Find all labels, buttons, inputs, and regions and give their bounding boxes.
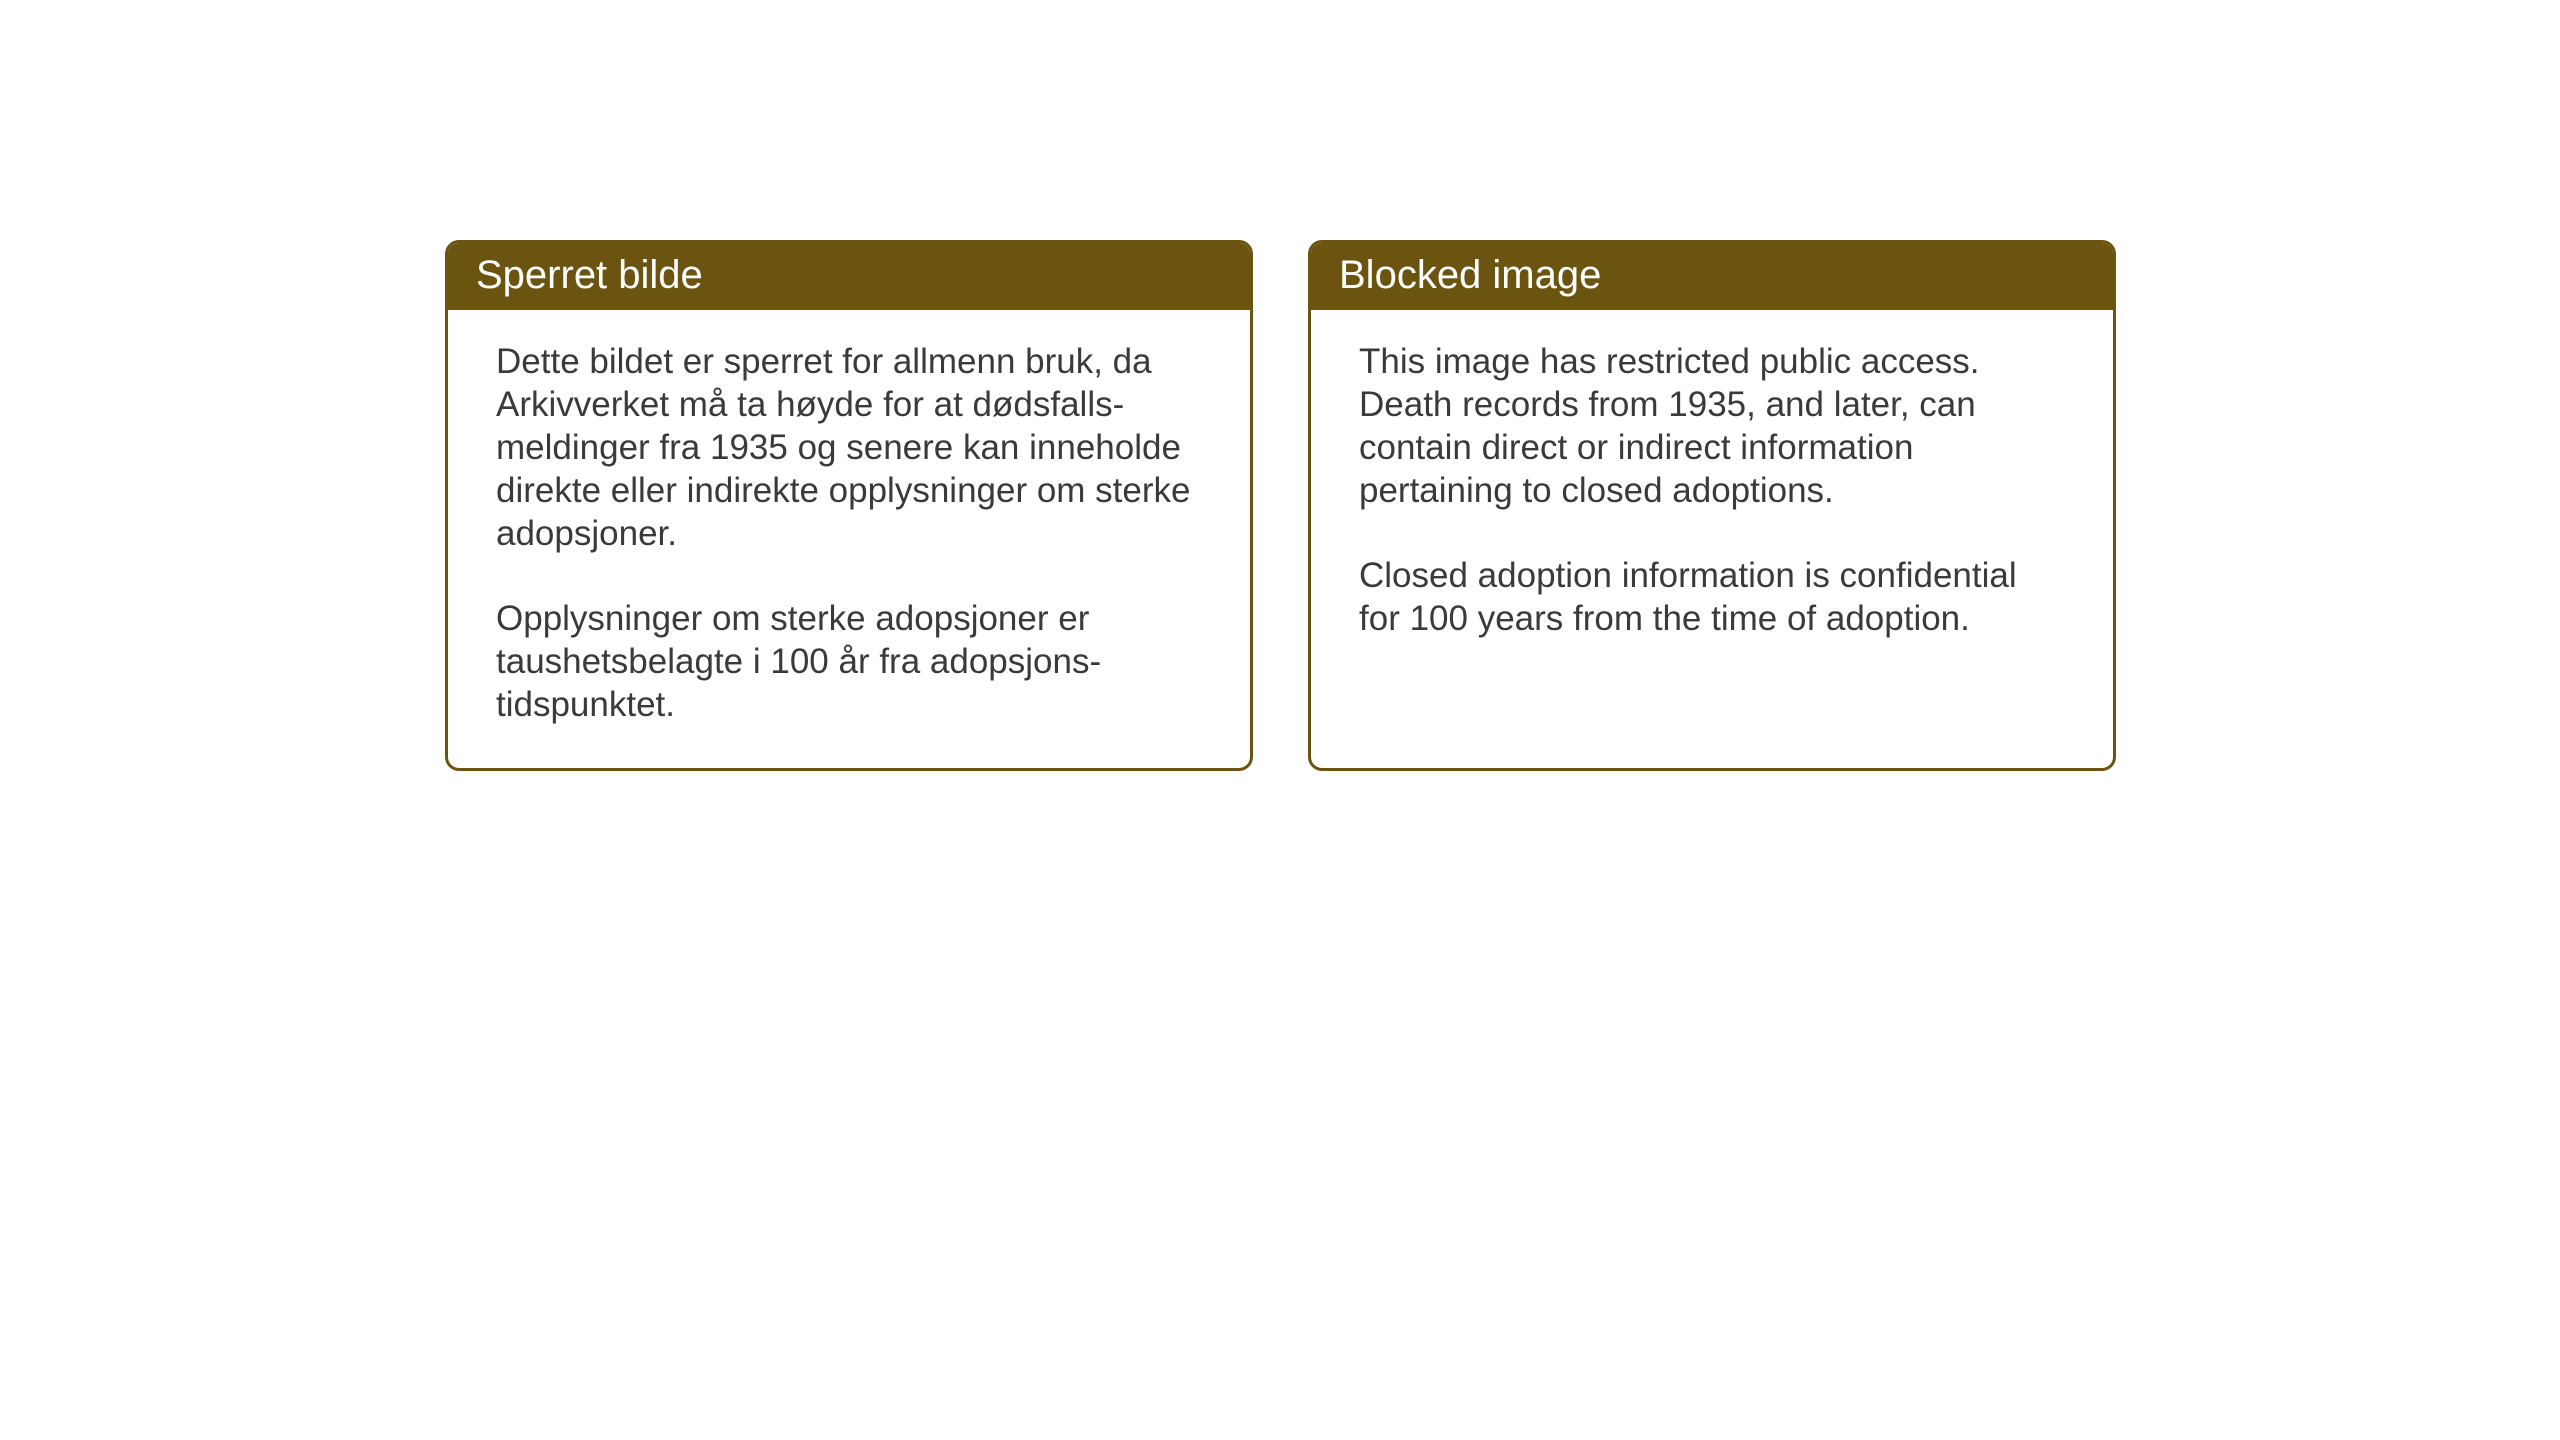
notice-body-norwegian: Dette bildet er sperret for allmenn bruk… [448, 310, 1250, 768]
notice-card-norwegian: Sperret bilde Dette bildet er sperret fo… [445, 240, 1253, 771]
notice-body-english: This image has restricted public access.… [1311, 310, 2113, 730]
notice-header-norwegian: Sperret bilde [448, 243, 1250, 310]
notice-container: Sperret bilde Dette bildet er sperret fo… [445, 240, 2116, 771]
notice-title-english: Blocked image [1339, 253, 1601, 297]
notice-paragraph-2-norwegian: Opplysninger om sterke adopsjoner er tau… [496, 597, 1202, 726]
notice-paragraph-2-english: Closed adoption information is confident… [1359, 554, 2065, 640]
notice-title-norwegian: Sperret bilde [476, 253, 703, 297]
notice-paragraph-1-norwegian: Dette bildet er sperret for allmenn bruk… [496, 340, 1202, 555]
notice-card-english: Blocked image This image has restricted … [1308, 240, 2116, 771]
notice-paragraph-1-english: This image has restricted public access.… [1359, 340, 2065, 512]
notice-header-english: Blocked image [1311, 243, 2113, 310]
